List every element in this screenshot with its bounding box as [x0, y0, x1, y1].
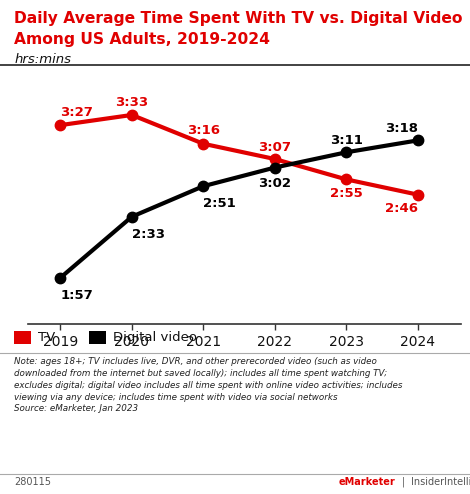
Text: Among US Adults, 2019-2024: Among US Adults, 2019-2024	[14, 32, 270, 47]
Text: 3:18: 3:18	[385, 122, 418, 135]
Text: 3:02: 3:02	[258, 177, 291, 190]
Text: 3:11: 3:11	[330, 134, 363, 147]
Bar	[14, 330, 31, 344]
Text: hrs:mins: hrs:mins	[14, 53, 71, 66]
Text: 3:16: 3:16	[187, 124, 220, 137]
Text: Daily Average Time Spent With TV vs. Digital Video: Daily Average Time Spent With TV vs. Dig…	[14, 11, 462, 26]
Text: eMarketer: eMarketer	[338, 477, 395, 487]
Text: Note: ages 18+; TV includes live, DVR, and other prerecorded video (such as vide: Note: ages 18+; TV includes live, DVR, a…	[14, 357, 402, 413]
Text: 2:51: 2:51	[204, 197, 236, 210]
Text: 3:07: 3:07	[258, 141, 291, 154]
Text: 2:46: 2:46	[385, 202, 418, 215]
Text: |: |	[402, 477, 405, 487]
Text: 280115: 280115	[14, 477, 51, 487]
Bar	[89, 330, 106, 344]
Text: 2:33: 2:33	[132, 228, 165, 241]
Text: Digital video: Digital video	[113, 331, 196, 344]
Text: TV: TV	[38, 331, 55, 344]
Text: InsiderIntelligence.com: InsiderIntelligence.com	[411, 477, 470, 487]
Text: 3:27: 3:27	[60, 106, 93, 120]
Text: 3:33: 3:33	[115, 96, 149, 109]
Text: 1:57: 1:57	[60, 288, 93, 301]
Text: 2:55: 2:55	[330, 187, 363, 200]
